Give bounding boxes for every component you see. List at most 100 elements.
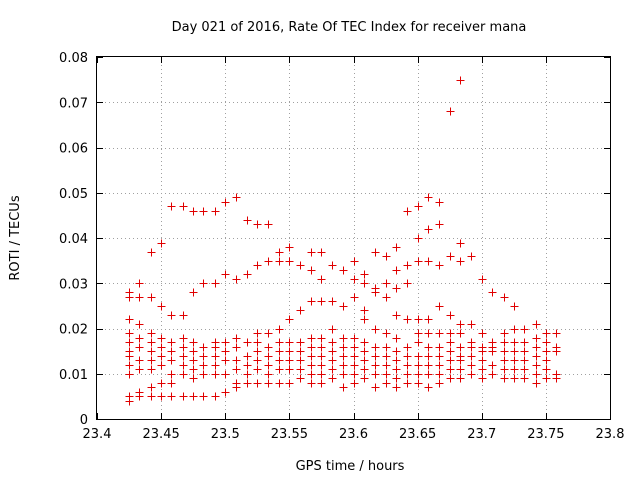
data-point (360, 365, 369, 374)
grid-layer (97, 57, 610, 419)
data-point (456, 320, 465, 329)
data-point (157, 379, 166, 388)
data-point (552, 343, 561, 352)
chart-title: Day 021 of 2016, Rate Of TEC Index for r… (172, 20, 527, 35)
data-point (157, 361, 166, 370)
data-point (510, 302, 519, 311)
data-point (456, 329, 465, 338)
data-point (478, 329, 487, 338)
data-point (414, 379, 423, 388)
data-point (253, 379, 262, 388)
data-point (371, 361, 380, 370)
data-point (167, 392, 176, 401)
data-point (467, 252, 476, 261)
data-point (392, 356, 401, 365)
data-point (510, 374, 519, 383)
data-point (307, 361, 316, 370)
data-point (435, 302, 444, 311)
data-point (403, 315, 412, 324)
data-point (414, 361, 423, 370)
data-point (542, 347, 551, 356)
data-point (403, 207, 412, 216)
data-point (328, 374, 337, 383)
plot-frame (96, 56, 611, 420)
data-point (350, 379, 359, 388)
data-point (350, 334, 359, 343)
data-point (552, 329, 561, 338)
data-point (392, 311, 401, 320)
data-point (317, 248, 326, 257)
data-point (371, 325, 380, 334)
data-point (167, 356, 176, 365)
data-point (360, 279, 369, 288)
y-tick-label: 0.06 (59, 142, 88, 157)
data-point (500, 347, 509, 356)
data-point (532, 379, 541, 388)
data-point (456, 352, 465, 361)
data-point (307, 352, 316, 361)
data-point (446, 329, 455, 338)
data-point (243, 352, 252, 361)
data-point (500, 293, 509, 302)
data-point (339, 361, 348, 370)
data-point (179, 311, 188, 320)
data-point (189, 374, 198, 383)
data-point (467, 338, 476, 347)
data-point (382, 352, 391, 361)
data-point (478, 275, 487, 284)
data-point (147, 338, 156, 347)
data-point (414, 329, 423, 338)
data-point (285, 243, 294, 252)
data-point (275, 248, 284, 257)
data-point (253, 347, 262, 356)
data-point (232, 343, 241, 352)
data-point (339, 370, 348, 379)
data-point (179, 202, 188, 211)
data-point (167, 347, 176, 356)
data-point (532, 334, 541, 343)
data-point (382, 279, 391, 288)
data-point (264, 379, 273, 388)
data-point (232, 193, 241, 202)
data-point (542, 338, 551, 347)
data-points (125, 76, 561, 406)
data-point (189, 356, 198, 365)
data-point (350, 257, 359, 266)
data-point (243, 379, 252, 388)
data-point (478, 374, 487, 383)
data-point (403, 352, 412, 361)
data-point (317, 343, 326, 352)
data-point (147, 392, 156, 401)
data-point (189, 288, 198, 297)
data-point (264, 370, 273, 379)
data-point (147, 356, 156, 365)
data-point (392, 347, 401, 356)
data-point (125, 288, 134, 297)
data-point (264, 220, 273, 229)
data-point (189, 365, 198, 374)
data-point (189, 207, 198, 216)
data-point (339, 383, 348, 392)
data-point (328, 297, 337, 306)
data-point (392, 284, 401, 293)
data-point (157, 302, 166, 311)
y-tick-label: 0.02 (59, 323, 88, 338)
data-point (532, 343, 541, 352)
data-point (360, 306, 369, 315)
data-point (147, 293, 156, 302)
data-point (125, 370, 134, 379)
data-point (488, 370, 497, 379)
data-point (211, 392, 220, 401)
data-point (414, 338, 423, 347)
data-point (275, 338, 284, 347)
data-point (542, 365, 551, 374)
data-point (147, 329, 156, 338)
data-point (446, 338, 455, 347)
data-point (135, 334, 144, 343)
data-point (414, 315, 423, 324)
data-point (392, 266, 401, 275)
data-point (392, 334, 401, 343)
data-point (500, 338, 509, 347)
data-point (382, 329, 391, 338)
data-point (264, 257, 273, 266)
